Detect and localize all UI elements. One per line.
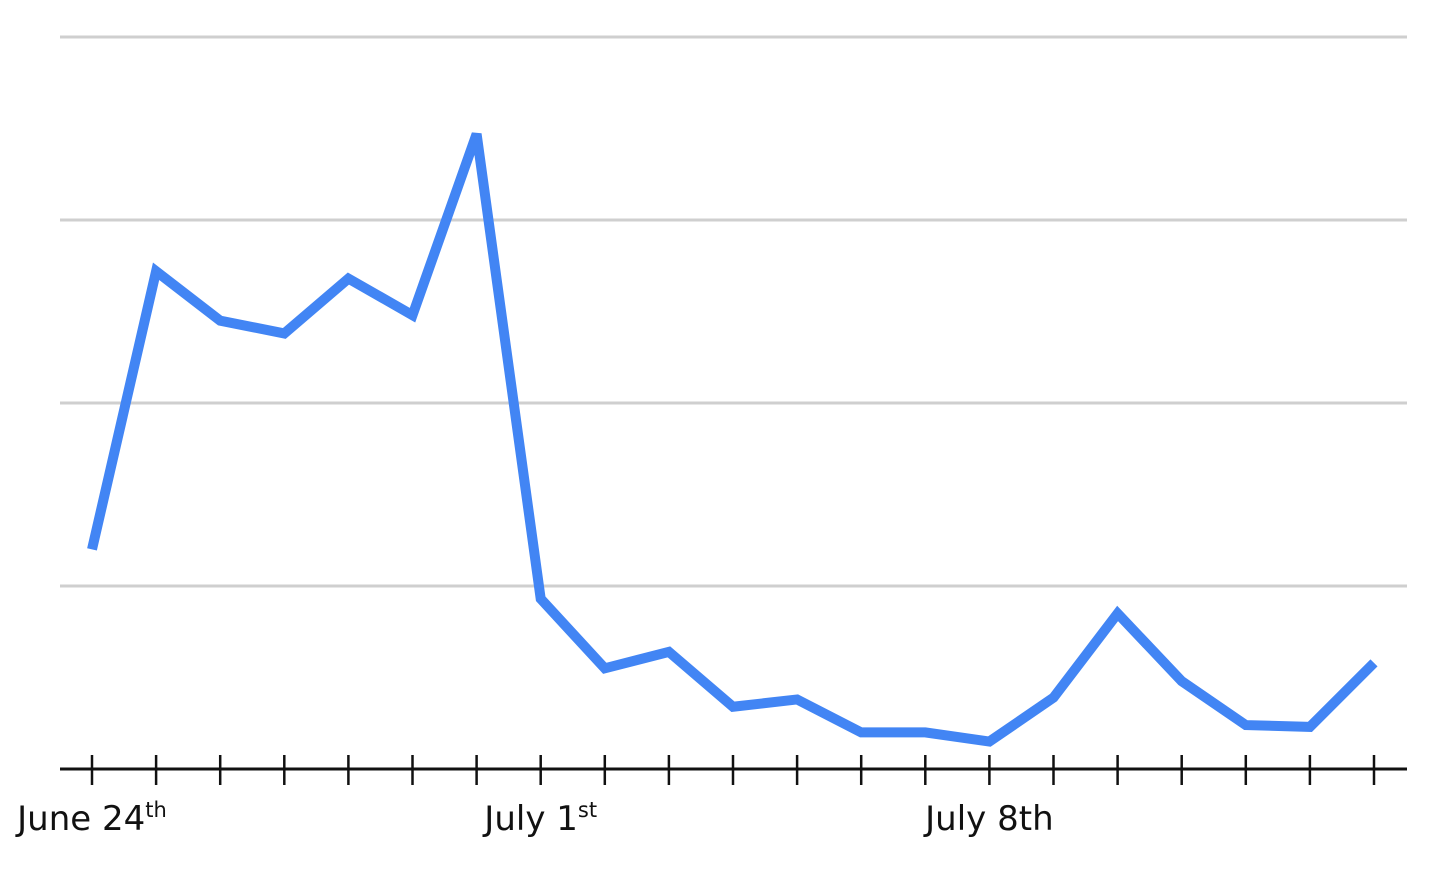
x-tick-label-main: July 8th	[923, 799, 1053, 839]
series-group	[87, 132, 1378, 747]
x-tick-labels: June 24th July 1st July 8th	[15, 798, 1053, 839]
x-tick-label-main: July 1	[482, 799, 578, 839]
x-tick-label-suffix: st	[578, 798, 597, 822]
x-axis	[60, 755, 1407, 785]
x-tick-label: July 8th	[923, 799, 1053, 839]
x-tick-label: July 1st	[482, 798, 597, 839]
series-line	[87, 132, 1378, 747]
x-tick-label-suffix: th	[145, 798, 167, 822]
x-tick-label: June 24th	[15, 798, 167, 839]
y-gridlines	[60, 35, 1407, 588]
x-tick-label-main: June 24	[15, 799, 145, 839]
